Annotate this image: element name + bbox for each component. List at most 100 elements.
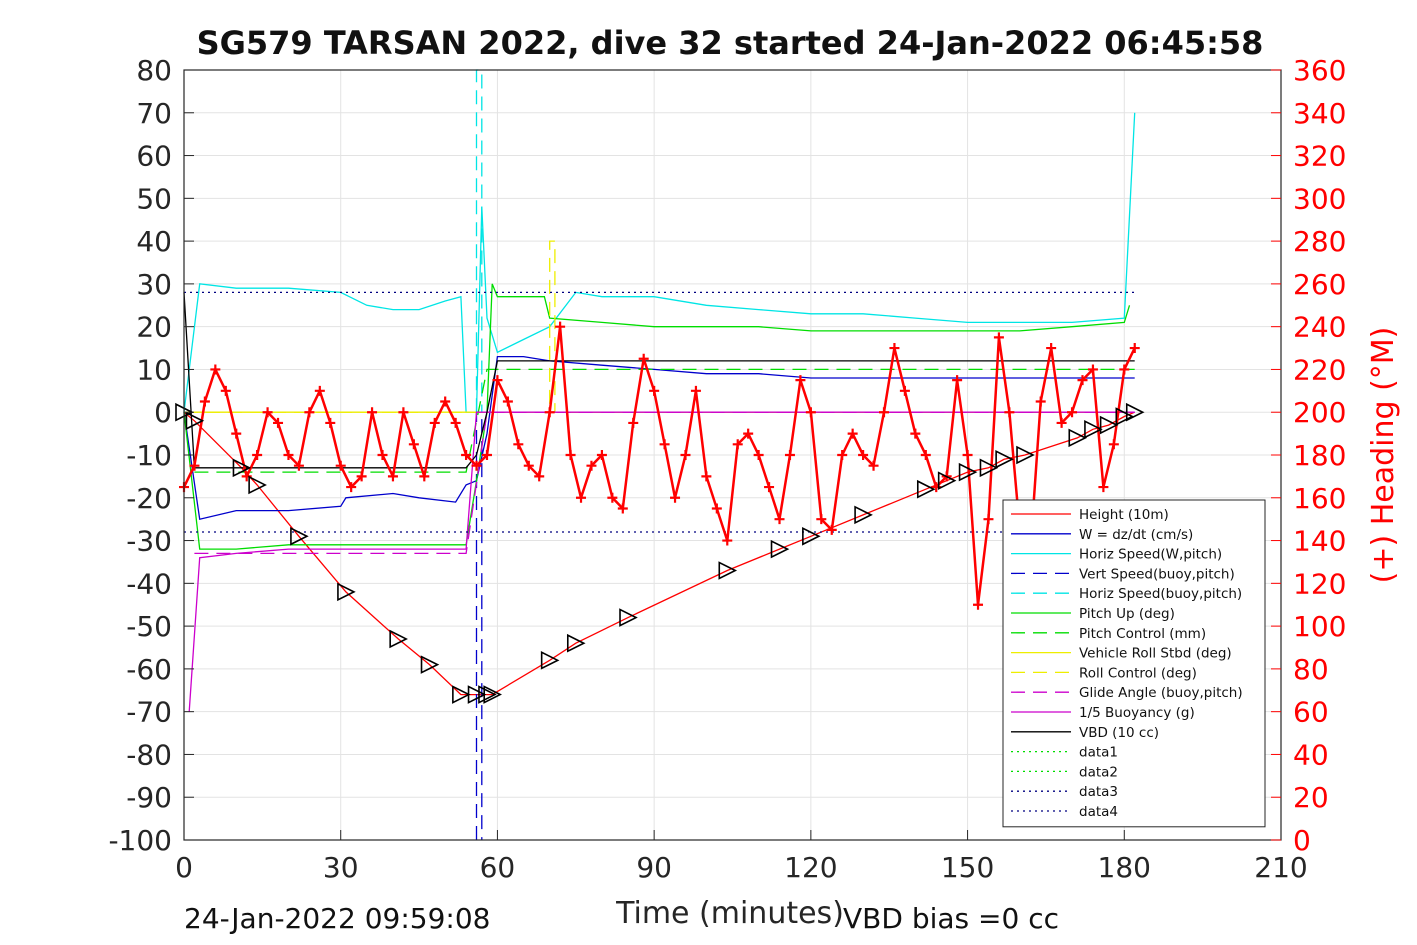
series-line-10: [188, 411, 1135, 712]
y-tick-label-6: 20: [136, 311, 172, 344]
right-tick-label-16: 40: [1293, 738, 1329, 771]
legend-label-2: Horiz Speed(W,pitch): [1079, 547, 1222, 563]
heading-point-68: [889, 343, 900, 354]
heading-point-60: [805, 407, 816, 418]
legend-label-6: Pitch Control (mm): [1079, 626, 1206, 642]
height-marker-21: [958, 462, 978, 482]
y-tick-label-12: -40: [126, 567, 172, 600]
series-line-8: [184, 240, 1135, 413]
legend-label-5: Pitch Up (deg): [1079, 606, 1175, 622]
heading-point-70: [910, 428, 921, 439]
legend-label-0: Height (10m): [1079, 507, 1169, 523]
height-marker-20: [937, 471, 957, 490]
heading-point-59: [795, 375, 806, 386]
height-marker-8: [452, 685, 471, 704]
x-tick-label-4: 120: [784, 851, 837, 884]
heading-point-77: [983, 514, 994, 525]
heading-point-27: [461, 450, 472, 460]
heading-point-38: [576, 492, 587, 503]
heading-point-5: [231, 428, 242, 439]
legend-label-15: data4: [1079, 804, 1118, 820]
x-tick-label-1: 30: [323, 851, 359, 884]
legend-box: [1002, 499, 1266, 828]
y-tick-label-18: -100: [108, 824, 172, 857]
heading-point-21: [398, 407, 409, 418]
heading-point-15: [335, 460, 346, 471]
heading-point-79: [1004, 407, 1015, 418]
height-marker-13: [566, 633, 586, 653]
height-marker-19: [916, 479, 936, 499]
height-marker-25: [1068, 428, 1088, 448]
heading-point-67: [878, 407, 889, 418]
heading-point-42: [617, 503, 628, 514]
heading-point-50: [701, 471, 712, 482]
heading-point-56: [764, 482, 775, 493]
series-line-5: [183, 283, 1131, 550]
heading-point-10: [283, 450, 294, 460]
heading-point-45: [649, 385, 660, 396]
height-marker-28: [1115, 407, 1135, 426]
heading-point-41: [607, 492, 618, 503]
heading-point-43: [628, 417, 639, 428]
height-marker-23: [995, 449, 1014, 469]
y-tick-label-10: -20: [126, 482, 172, 515]
y-tick-label-0: 80: [136, 54, 172, 87]
legend-label-13: data2: [1079, 764, 1118, 780]
heading-point-83: [1046, 343, 1057, 354]
right-tick-label-0: 360: [1293, 54, 1346, 87]
heading-point-28: [471, 460, 482, 471]
heading-line: [182, 326, 1136, 605]
heading-point-91: [1129, 343, 1140, 354]
x-tick-label-0: 0: [175, 851, 193, 884]
heading-point-72: [931, 482, 942, 493]
heading-point-46: [659, 439, 670, 450]
heading-point-69: [899, 385, 910, 396]
heading-point-18: [367, 407, 378, 418]
heading-point-88: [1098, 482, 1109, 493]
right-tick-label-11: 140: [1293, 525, 1346, 558]
y-tick-label-8: 0: [154, 396, 172, 429]
heading-point-2: [199, 396, 210, 407]
legend-label-9: Glide Angle (buoy,pitch): [1079, 685, 1243, 701]
right-y-axis-ticks: 3603403203002802602402202001801601401201…: [1271, 54, 1346, 857]
y-tick-label-4: 40: [136, 225, 172, 258]
heading-point-61: [816, 514, 827, 525]
heading-point-13: [314, 385, 325, 396]
height-marker-22: [979, 458, 999, 478]
right-tick-label-10: 160: [1293, 482, 1346, 515]
heading-point-53: [732, 439, 743, 450]
series-line-2: [183, 112, 1136, 413]
right-tick-label-18: 0: [1293, 824, 1311, 857]
x-tick-label-5: 150: [941, 851, 994, 884]
heading-point-14: [325, 417, 336, 428]
heading-point-30: [492, 375, 503, 386]
heading-point-36: [555, 321, 566, 332]
heading-point-29: [481, 450, 492, 460]
series-line-4: [475, 69, 483, 413]
height-marker-29: [1125, 402, 1145, 422]
heading-point-34: [534, 471, 545, 482]
x-tick-label-7: 210: [1254, 851, 1307, 884]
height-marker-1: [185, 411, 205, 431]
heading-point-44: [638, 353, 649, 364]
heading-point-9: [273, 417, 284, 428]
y-tick-label-11: -30: [126, 525, 172, 558]
y-tick-label-3: 50: [136, 182, 172, 215]
y-tick-label-1: 70: [136, 97, 172, 130]
heading-point-57: [774, 514, 785, 525]
heading-point-82: [1035, 396, 1046, 407]
heading-point-58: [784, 450, 795, 460]
heading-point-66: [868, 460, 879, 471]
legend-label-7: Vehicle Roll Stbd (deg): [1079, 646, 1232, 662]
heading-point-71: [920, 450, 931, 460]
heading-point-90: [1119, 364, 1130, 375]
right-tick-label-12: 120: [1293, 567, 1346, 600]
height-marker-14: [619, 608, 638, 627]
height-marker-9: [467, 685, 487, 704]
heading-point-55: [753, 450, 764, 460]
heading-point-62: [826, 524, 837, 535]
heading-point-1: [189, 460, 200, 471]
heading-point-17: [356, 471, 367, 482]
y-tick-label-5: 30: [136, 268, 172, 301]
